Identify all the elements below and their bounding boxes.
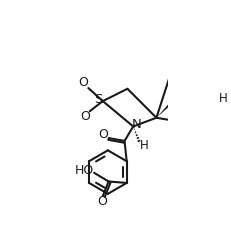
Text: H: H [219, 92, 227, 106]
Text: HO: HO [75, 164, 94, 177]
Text: O: O [98, 128, 108, 141]
Text: O: O [78, 76, 88, 90]
Text: S: S [94, 93, 103, 106]
Text: O: O [97, 195, 107, 208]
Text: O: O [80, 110, 90, 123]
Polygon shape [156, 87, 187, 118]
Text: N: N [132, 118, 142, 132]
Text: H: H [140, 139, 149, 152]
